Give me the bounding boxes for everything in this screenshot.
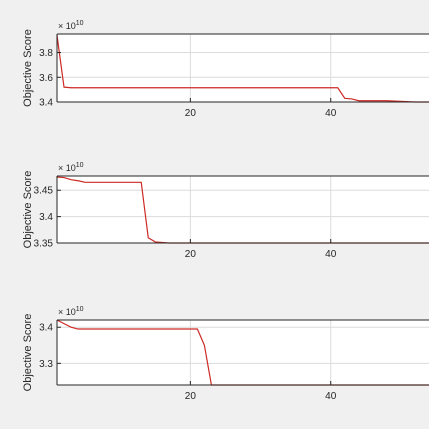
x-tick-label-2: 40 <box>325 249 337 260</box>
x-tick-label-2: 40 <box>325 108 337 119</box>
y-axis-label: Objective Score <box>22 171 34 249</box>
plot-area <box>57 320 429 385</box>
chart-panel-1: 20 40 3.4 3.6 3.8 × 1010 Objective Score <box>22 20 429 119</box>
series-line-1 <box>56 35 429 103</box>
y-tick-label-2: 3.6 <box>39 73 53 84</box>
plot-area <box>57 176 429 243</box>
y-axis-label: Objective Score <box>22 29 34 107</box>
axis-multiplier: × 1010 <box>58 20 84 31</box>
chart-panel-2: 20 40 3.35 3.4 3.45 × 1010 Objective Score <box>22 162 429 260</box>
y-tick-label-1: 3.4 <box>39 98 53 109</box>
x-tick-label-1: 20 <box>185 391 197 402</box>
axis-multiplier: × 1010 <box>58 162 84 173</box>
y-tick-label-1: 3.35 <box>34 239 54 250</box>
axis-multiplier-exponent: 10 <box>76 306 84 313</box>
axis-multiplier-exponent: 10 <box>76 162 84 169</box>
y-tick-label-2: 3.4 <box>39 323 53 334</box>
y-axis-label: Objective Score <box>22 314 34 392</box>
x-tick-label-1: 20 <box>185 249 197 260</box>
y-tick-label-1: 3.3 <box>39 359 53 370</box>
x-tick-label-1: 20 <box>185 108 197 119</box>
x-tick-label-2: 40 <box>325 391 337 402</box>
chart-panel-3: 20 40 3.3 3.4 × 1010 Objective Score <box>22 306 429 402</box>
axis-multiplier: × 1010 <box>58 306 84 317</box>
plot-area <box>57 34 429 102</box>
y-tick-label-2: 3.4 <box>39 212 53 223</box>
axis-multiplier-exponent: 10 <box>76 20 84 27</box>
y-tick-label-3: 3.45 <box>34 186 54 197</box>
y-tick-label-3: 3.8 <box>39 48 53 59</box>
